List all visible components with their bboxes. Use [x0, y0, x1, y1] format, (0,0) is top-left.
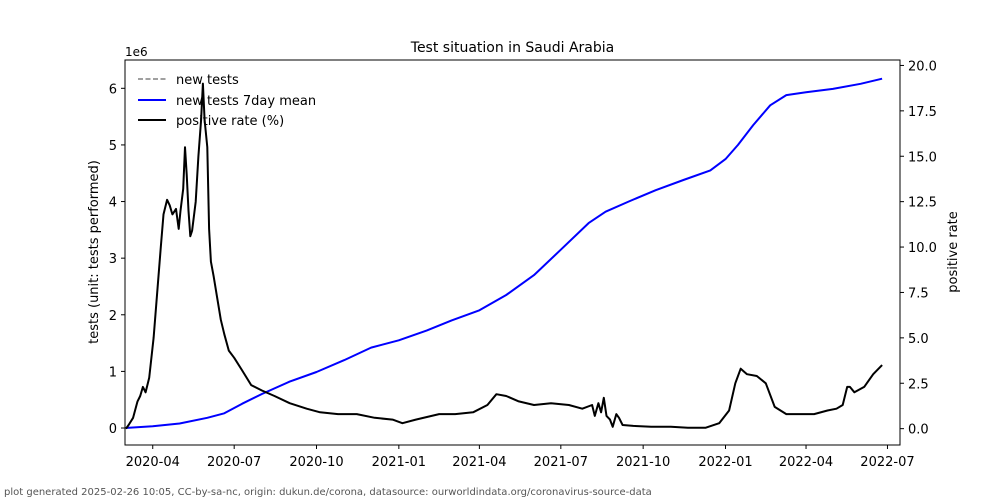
- legend-label-new-tests: new tests: [176, 73, 239, 88]
- series-line-new-tests-7day-mean: [125, 77, 883, 429]
- y-axis-label-right: positive rate: [946, 211, 961, 293]
- x-tick-label: 2020-10: [289, 455, 343, 470]
- y-tick-label-right: 7.5: [908, 286, 929, 301]
- series-line-positive-rate: [125, 82, 883, 430]
- y-tick-label-right: 0.0: [908, 423, 929, 438]
- y-tick-label-left: 2: [109, 309, 117, 324]
- x-tick-label: 2021-04: [452, 455, 506, 470]
- x-tick-label: 2022-01: [698, 455, 752, 470]
- chart-title: Test situation in Saudi Arabia: [410, 40, 614, 56]
- legend: new tests new tests 7day mean positive r…: [138, 73, 316, 129]
- y-tick-label-left: 6: [109, 82, 117, 97]
- legend-label-new-tests-7day-mean: new tests 7day mean: [176, 94, 316, 109]
- x-tick-label: 2021-01: [372, 455, 426, 470]
- y-tick-label-left: 5: [109, 139, 117, 154]
- x-tick-label: 2021-10: [616, 455, 670, 470]
- legend-label-positive-rate: positive rate (%): [176, 114, 284, 129]
- y-tick-label-left: 0: [109, 422, 117, 437]
- x-tick-label: 2022-04: [779, 455, 833, 470]
- y-tick-label-left: 4: [109, 196, 117, 211]
- y-tick-label-right: 15.0: [908, 150, 937, 165]
- footer-credit: plot generated 2025-02-26 10:05, CC-by-s…: [4, 487, 652, 498]
- x-tick-label: 2022-07: [860, 455, 914, 470]
- series-layer: [125, 77, 883, 430]
- y-tick-label-left: 3: [109, 252, 117, 267]
- y-tick-label-right: 10.0: [908, 241, 937, 256]
- y-tick-label-right: 12.5: [908, 196, 937, 211]
- y-tick-label-left: 1: [109, 365, 117, 380]
- x-tick-label: 2021-07: [534, 455, 588, 470]
- y-tick-label-right: 17.5: [908, 105, 937, 120]
- y-tick-label-right: 2.5: [908, 377, 929, 392]
- y-tick-label-right: 5.0: [908, 332, 929, 347]
- y-axis-label-left: tests (unit: tests performed): [87, 160, 102, 344]
- axes-layer: 2020-04 2020-07 2020-10 2021-01 2021-04 2021-…: [109, 59, 937, 470]
- y-tick-label-right: 20.0: [908, 59, 937, 74]
- x-tick-label: 2020-07: [207, 455, 261, 470]
- x-tick-label: 2020-04: [126, 455, 180, 470]
- left-axis-multiplier: 1e6: [125, 45, 148, 59]
- plot-frame: [124, 59, 901, 446]
